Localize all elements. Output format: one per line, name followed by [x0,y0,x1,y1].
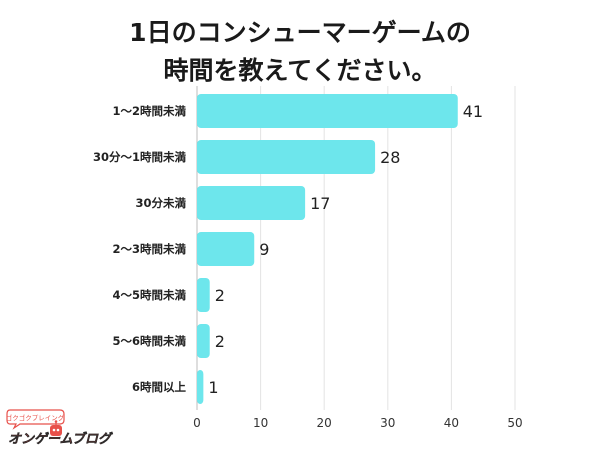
bar [197,232,255,266]
x-tick-label: 0 [193,416,201,430]
logo-top-text: ゴクゴクプレイング [6,413,65,422]
data-label: 1 [208,378,218,397]
category-label: 5〜6時間未満 [112,334,186,348]
category-label: 2〜3時間未満 [112,242,186,256]
data-label: 41 [463,102,483,121]
chart-title-line-1: 1日のコンシューマーゲームの [129,18,471,47]
x-tick-label: 10 [253,416,268,430]
data-label: 2 [215,286,225,305]
category-label: 30分未満 [135,196,186,210]
category-label: 4〜5時間未満 [112,288,186,302]
category-label: 6時間以上 [132,380,187,394]
bar [197,278,210,312]
category-label: 1〜2時間未満 [112,104,186,118]
logo-mascot-icon [50,420,62,436]
value-labels: 41 28 17 9 2 2 1 [208,102,483,397]
bar [197,370,204,404]
data-label: 17 [310,194,330,213]
bar [197,94,458,128]
bars [197,94,458,404]
site-logo: ゴクゴクプレイング オンゲームブログ [6,409,114,446]
bar [197,186,306,220]
category-label: 30分〜1時間未満 [93,150,187,164]
x-tick-labels: 0 10 20 30 40 50 [193,416,522,430]
x-tick-label: 40 [444,416,459,430]
logo-main-text: オンゲームブログ [8,431,114,446]
chart-title-line-2: 時間を教えてください。 [163,56,437,85]
bar [197,140,376,174]
data-label: 9 [259,240,269,259]
data-label: 2 [215,332,225,351]
x-tick-label: 20 [317,416,332,430]
data-label: 28 [380,148,400,167]
x-tick-label: 50 [507,416,522,430]
category-labels: 1〜2時間未満 30分〜1時間未満 30分未満 2〜3時間未満 4〜5時間未満 5〜6時間… [93,104,187,394]
chart-title: 1日のコンシューマーゲームの 時間を教えてください。 [0,14,600,90]
x-tick-label: 30 [380,416,395,430]
logo-speech-bubble: ゴクゴクプレイング [6,409,65,430]
bar [197,324,210,358]
